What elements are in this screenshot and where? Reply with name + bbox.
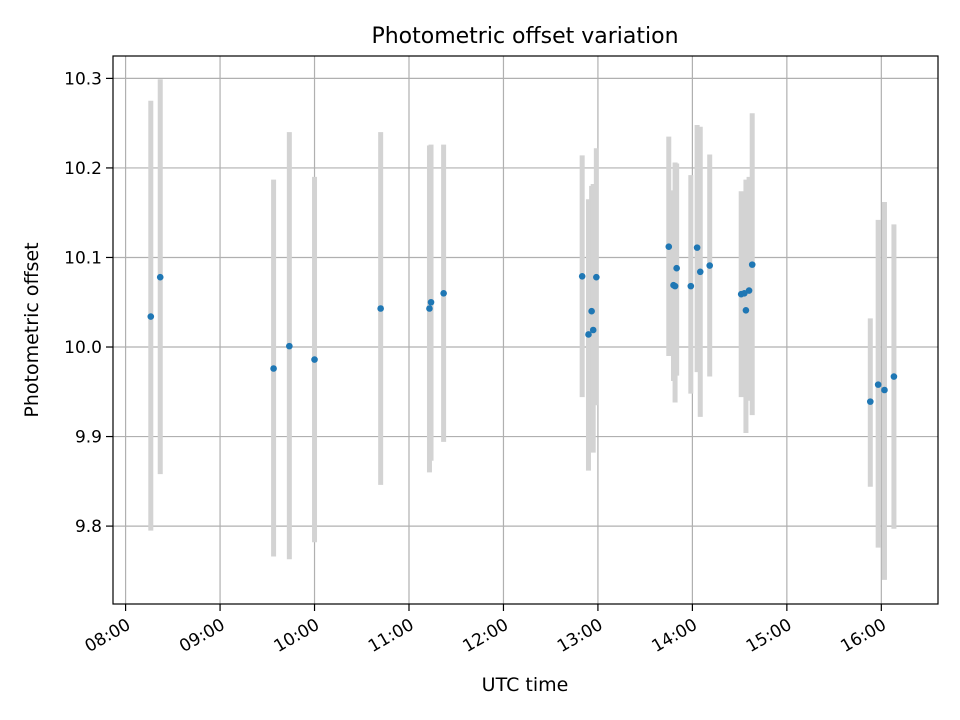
data-point	[671, 282, 679, 290]
data-point	[156, 273, 164, 281]
data-point	[427, 298, 435, 306]
y-tick-label: 10.0	[64, 338, 102, 358]
data-point	[585, 331, 592, 338]
y-tick-label: 10.1	[64, 248, 102, 268]
chart-title: Photometric offset variation	[371, 24, 678, 49]
data-point	[593, 273, 600, 281]
data-point	[745, 287, 753, 294]
data-point	[696, 268, 704, 276]
data-point	[665, 243, 673, 251]
data-point	[286, 342, 293, 350]
data-point	[426, 305, 433, 312]
x-axis-label: UTC time	[482, 674, 569, 696]
data-point	[748, 261, 756, 268]
y-tick-label: 9.8	[75, 517, 102, 537]
data-point	[578, 272, 586, 280]
y-tick-label: 10.3	[64, 69, 102, 89]
data-point	[673, 264, 680, 272]
data-points	[147, 243, 898, 405]
y-axis-label: Photometric offset	[21, 242, 43, 417]
data-point	[377, 305, 384, 312]
data-point	[881, 386, 888, 394]
y-tick-label: 9.9	[75, 428, 102, 448]
data-point	[874, 381, 882, 388]
data-point	[440, 289, 447, 297]
data-point	[890, 373, 898, 380]
data-point	[588, 307, 595, 315]
data-point	[147, 313, 155, 320]
data-point	[589, 326, 597, 334]
data-point	[866, 398, 874, 405]
data-point	[706, 262, 714, 269]
data-point	[311, 356, 318, 363]
y-tick-label: 10.2	[64, 159, 102, 179]
y-axis-ticks: 9.8 9.9 10.0 10.1 10.2 10.3	[64, 69, 113, 537]
data-point	[270, 365, 277, 372]
plot-frame	[112, 55, 939, 605]
data-point	[693, 244, 701, 251]
data-point	[687, 282, 695, 290]
data-point	[742, 307, 750, 314]
